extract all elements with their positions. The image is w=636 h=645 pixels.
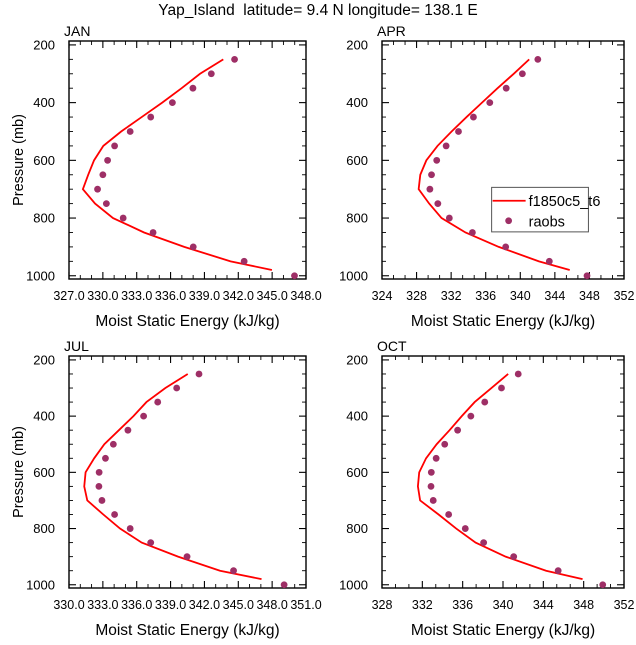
svg-text:352: 352 <box>614 598 635 612</box>
svg-text:JUL: JUL <box>64 338 89 354</box>
svg-text:342.0: 342.0 <box>223 289 254 303</box>
svg-text:333.0: 333.0 <box>87 598 118 612</box>
svg-text:400: 400 <box>33 95 55 110</box>
svg-text:Moist Static Energy (kJ/kg): Moist Static Energy (kJ/kg) <box>95 622 279 639</box>
svg-text:1000: 1000 <box>339 268 368 283</box>
svg-text:800: 800 <box>33 211 55 226</box>
svg-text:324: 324 <box>372 289 393 303</box>
svg-text:Moist Static Energy (kJ/kg): Moist Static Energy (kJ/kg) <box>411 313 595 330</box>
svg-text:800: 800 <box>346 521 368 536</box>
svg-text:336.0: 336.0 <box>155 289 186 303</box>
svg-text:344: 344 <box>533 598 554 612</box>
svg-text:340: 340 <box>510 289 531 303</box>
svg-text:600: 600 <box>33 153 55 168</box>
svg-text:336.0: 336.0 <box>121 598 152 612</box>
svg-text:348: 348 <box>579 289 600 303</box>
svg-text:1000: 1000 <box>339 577 368 592</box>
svg-text:345.0: 345.0 <box>256 289 287 303</box>
svg-text:339.0: 339.0 <box>155 598 186 612</box>
svg-text:336: 336 <box>475 289 496 303</box>
svg-text:200: 200 <box>33 352 55 367</box>
svg-text:352: 352 <box>614 289 635 303</box>
svg-text:200: 200 <box>346 37 368 52</box>
svg-text:339.0: 339.0 <box>189 289 220 303</box>
svg-text:Pressure (mb): Pressure (mb) <box>11 114 27 206</box>
svg-text:330.0: 330.0 <box>87 289 118 303</box>
svg-text:340: 340 <box>493 598 514 612</box>
svg-text:332: 332 <box>412 598 433 612</box>
svg-text:800: 800 <box>346 211 368 226</box>
svg-text:1000: 1000 <box>26 577 55 592</box>
svg-text:345.0: 345.0 <box>223 598 254 612</box>
svg-text:328: 328 <box>372 598 393 612</box>
svg-text:348.0: 348.0 <box>290 289 321 303</box>
svg-text:f1850c5_t6: f1850c5_t6 <box>529 194 601 210</box>
svg-text:600: 600 <box>346 153 368 168</box>
svg-text:351.0: 351.0 <box>290 598 321 612</box>
svg-text:336: 336 <box>452 598 473 612</box>
svg-text:332: 332 <box>441 289 462 303</box>
svg-text:APR: APR <box>377 23 406 39</box>
svg-text:600: 600 <box>346 465 368 480</box>
svg-text:800: 800 <box>33 521 55 536</box>
svg-text:200: 200 <box>33 37 55 52</box>
svg-text:Moist Static Energy (kJ/kg): Moist Static Energy (kJ/kg) <box>411 622 595 639</box>
svg-text:Yap_Island latitude= 9.4 N lo: Yap_Island latitude= 9.4 N longitude= 13… <box>158 2 477 19</box>
svg-text:400: 400 <box>346 409 368 424</box>
svg-text:JAN: JAN <box>64 23 90 39</box>
svg-text:600: 600 <box>33 465 55 480</box>
svg-text:1000: 1000 <box>26 268 55 283</box>
svg-text:Moist Static Energy (kJ/kg): Moist Static Energy (kJ/kg) <box>95 313 279 330</box>
svg-text:327.0: 327.0 <box>53 289 84 303</box>
svg-text:348.0: 348.0 <box>256 598 287 612</box>
svg-text:328: 328 <box>406 289 427 303</box>
svg-text:344: 344 <box>544 289 565 303</box>
svg-text:400: 400 <box>33 409 55 424</box>
svg-text:OCT: OCT <box>377 338 407 354</box>
svg-text:348: 348 <box>573 598 594 612</box>
svg-text:Pressure (mb): Pressure (mb) <box>11 426 27 518</box>
svg-text:333.0: 333.0 <box>121 289 152 303</box>
svg-text:400: 400 <box>346 95 368 110</box>
svg-text:raobs: raobs <box>529 214 565 230</box>
svg-text:342.0: 342.0 <box>189 598 220 612</box>
svg-text:330.0: 330.0 <box>53 598 84 612</box>
svg-text:200: 200 <box>346 352 368 367</box>
